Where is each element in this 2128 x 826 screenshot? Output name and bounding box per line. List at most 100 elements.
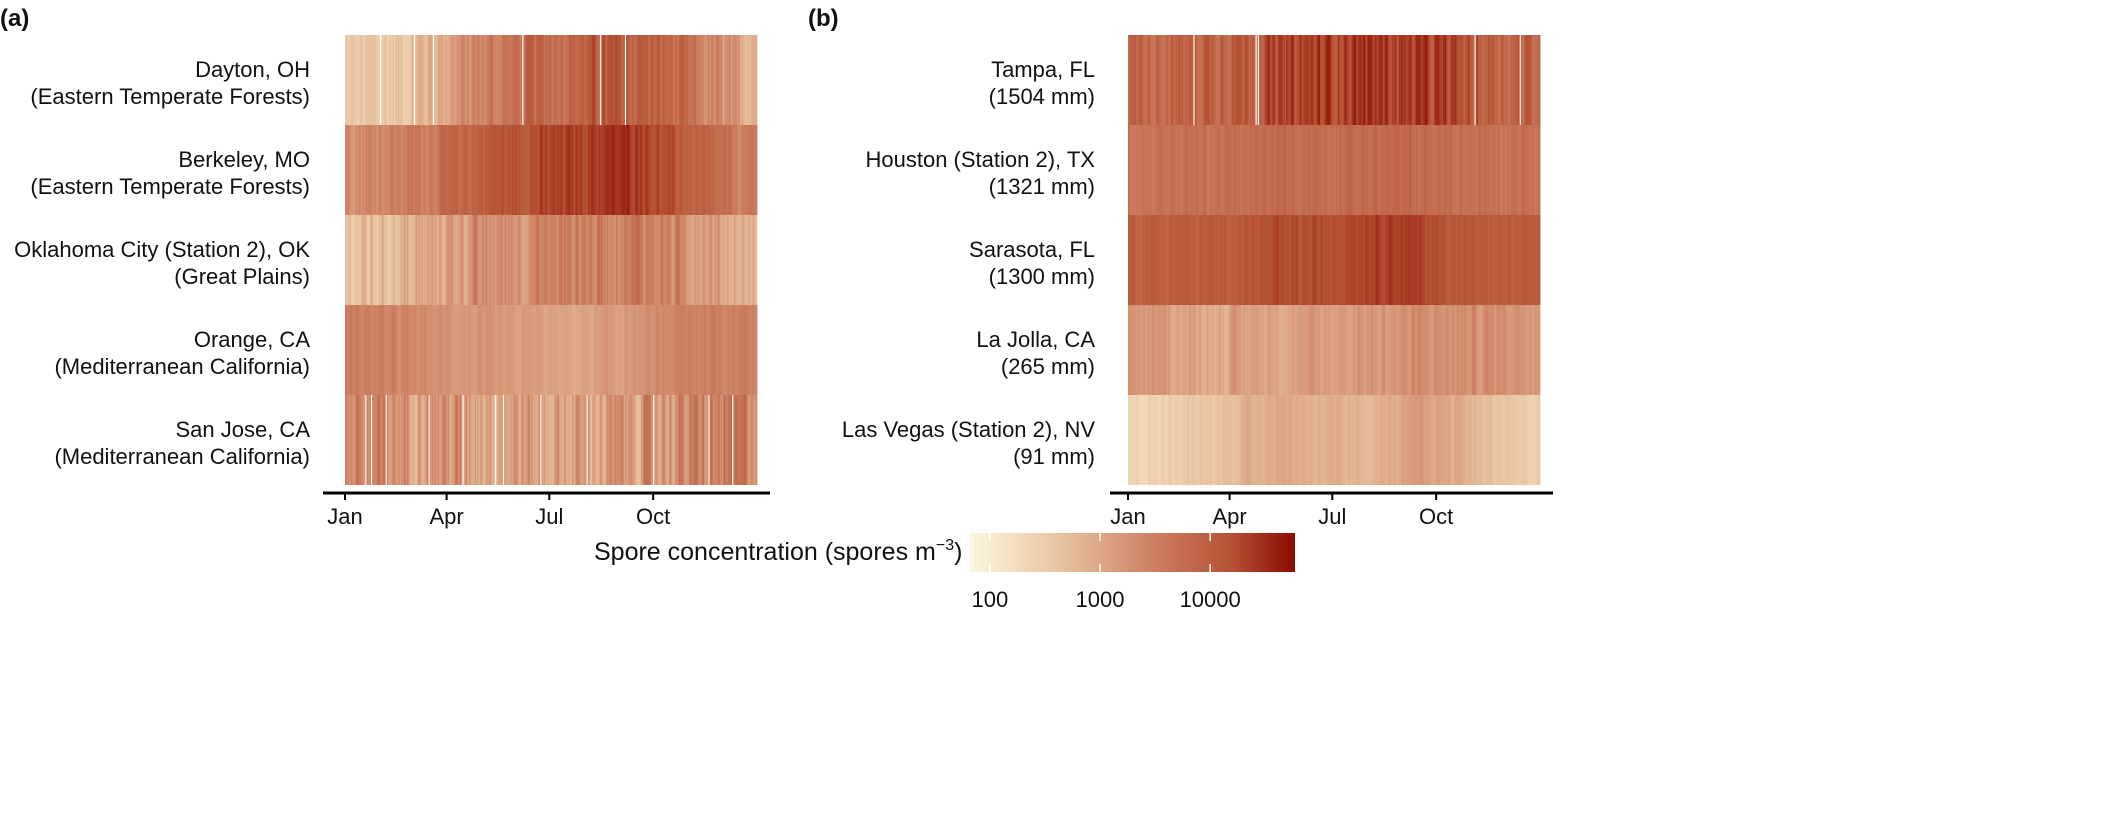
- heatmap-cell: [386, 395, 389, 485]
- heatmap-cell: [708, 125, 710, 215]
- heatmap-cell: [363, 215, 365, 305]
- heatmap-cell: [655, 35, 657, 125]
- heatmap-cell: [412, 395, 415, 485]
- heatmap-cell: [488, 305, 490, 395]
- heatmap-cell: [1481, 395, 1483, 485]
- heatmap-cell: [431, 35, 434, 125]
- heatmap-cell: [1404, 35, 1407, 125]
- heatmap-cell: [1246, 125, 1249, 215]
- heatmap-cell: [603, 395, 606, 485]
- heatmap-cell: [579, 215, 582, 305]
- heatmap-cell: [1223, 305, 1226, 395]
- heatmap-cell: [1477, 215, 1480, 305]
- heatmap-cell: [498, 35, 501, 125]
- heatmap-cell: [1272, 125, 1275, 215]
- heatmap-cell: [1457, 215, 1460, 305]
- heatmap-cell: [1296, 215, 1298, 305]
- heatmap-cell: [1232, 395, 1235, 485]
- heatmap-cell: [681, 125, 683, 215]
- heatmap-cell: [1464, 395, 1466, 485]
- heatmap-cell: [1249, 395, 1252, 485]
- heatmap-cell: [1453, 215, 1455, 305]
- heatmap-cell: [618, 395, 620, 485]
- heatmap-cell: [598, 125, 601, 215]
- heatmap-cell: [602, 395, 604, 485]
- heatmap-cell: [615, 395, 618, 485]
- heatmap-cell: [535, 125, 538, 215]
- heatmap-cell: [510, 395, 513, 485]
- heatmap-cell: [726, 305, 729, 395]
- heatmap-cell: [1403, 395, 1405, 485]
- heatmap-cell: [1131, 125, 1133, 215]
- heatmap-cell: [420, 305, 423, 395]
- heatmap-cell: [430, 395, 433, 485]
- heatmap-cell: [408, 395, 410, 485]
- heatmap-cell: [1468, 125, 1471, 215]
- heatmap-cell: [682, 305, 685, 395]
- heatmap-cell: [1436, 305, 1438, 395]
- heatmap-cell: [738, 35, 741, 125]
- heatmap-cell: [658, 395, 661, 485]
- heatmap-cell: [1404, 395, 1407, 485]
- heatmap-cell: [618, 125, 620, 215]
- heatmap-cell: [419, 125, 422, 215]
- heatmap-cell: [1378, 35, 1381, 125]
- heatmap-cell: [1254, 125, 1256, 215]
- heatmap-cell: [383, 305, 385, 395]
- heatmap-cell: [1502, 215, 1505, 305]
- heatmap-cell: [1458, 125, 1461, 215]
- heatmap-cell: [499, 305, 502, 395]
- heatmap-cell: [1264, 215, 1267, 305]
- heatmap-cell: [1351, 35, 1354, 125]
- heatmap-cell: [1413, 125, 1416, 215]
- heatmap-cell: [1402, 125, 1404, 215]
- heatmap-cell: [360, 395, 363, 485]
- heatmap-cell: [1170, 395, 1173, 485]
- heatmap-cell: [1509, 125, 1512, 215]
- heatmap-cell: [1181, 125, 1183, 215]
- heatmap-cell: [1281, 305, 1284, 395]
- heatmap-cell: [1137, 395, 1139, 485]
- heatmap-cell: [1337, 125, 1340, 215]
- heatmap-cell: [1256, 125, 1259, 215]
- heatmap-cell: [363, 125, 365, 215]
- heatmap-cell: [549, 305, 551, 395]
- heatmap-cell: [507, 395, 510, 485]
- heatmap-cell: [1214, 395, 1217, 485]
- heatmap-cell: [711, 215, 714, 305]
- heatmap-cell: [1414, 35, 1417, 125]
- heatmap-cell: [1196, 125, 1199, 215]
- heatmap-cell: [1512, 215, 1515, 305]
- heatmap-cell: [610, 125, 612, 215]
- heatmap-cell: [626, 395, 628, 485]
- heatmap-cell: [726, 35, 729, 125]
- heatmap-cell: [1283, 35, 1286, 125]
- heatmap-cell: [498, 395, 501, 485]
- heatmap-cell: [1503, 395, 1506, 485]
- heatmap-cell: [661, 215, 663, 305]
- heatmap-cell: [1377, 305, 1379, 395]
- heatmap-cell: [548, 215, 550, 305]
- heatmap-cell: [512, 125, 514, 215]
- heatmap-cell: [506, 215, 508, 305]
- heatmap-cell: [646, 395, 648, 485]
- heatmap-cell: [1181, 35, 1183, 125]
- heatmap-cell: [1457, 305, 1460, 395]
- heatmap-cell: [1340, 215, 1342, 305]
- heatmap-cell: [1310, 395, 1313, 485]
- heatmap-cell: [618, 35, 620, 125]
- heatmap-cell: [563, 35, 566, 125]
- heatmap-cell: [690, 395, 692, 485]
- heatmap-cell: [1384, 215, 1386, 305]
- heatmap-cell: [747, 215, 750, 305]
- heatmap-cell: [1455, 395, 1457, 485]
- heatmap-cell: [420, 215, 423, 305]
- heatmap-cell: [1436, 395, 1438, 485]
- heatmap-cell: [710, 305, 713, 395]
- heatmap-cell: [449, 215, 452, 305]
- heatmap-cell: [1479, 125, 1481, 215]
- heatmap-cell: [1411, 125, 1413, 215]
- heatmap-cell: [1161, 215, 1164, 305]
- heatmap-cell: [1459, 35, 1462, 125]
- heatmap-cell: [647, 35, 650, 125]
